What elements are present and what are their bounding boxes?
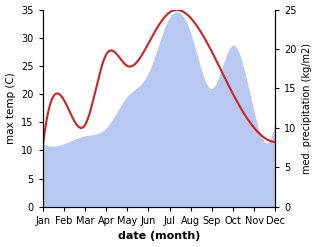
Y-axis label: max temp (C): max temp (C) — [5, 72, 16, 144]
X-axis label: date (month): date (month) — [118, 231, 200, 242]
Y-axis label: med. precipitation (kg/m2): med. precipitation (kg/m2) — [302, 43, 313, 174]
